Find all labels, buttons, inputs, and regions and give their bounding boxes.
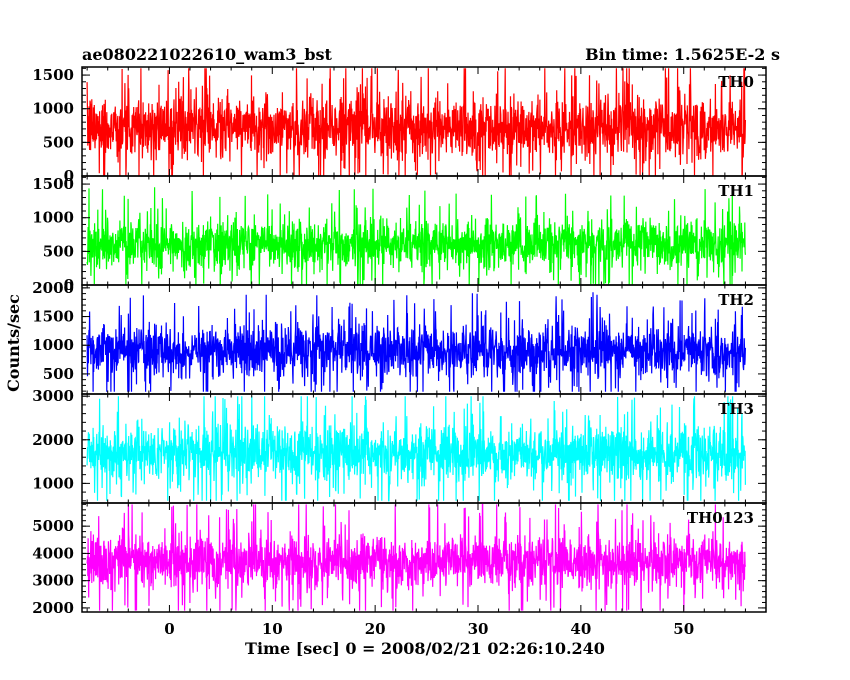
y-tick-label: 4000 — [32, 544, 74, 562]
y-tick-label: 500 — [43, 133, 74, 151]
x-tick-label: 20 — [365, 620, 386, 638]
panel-label-th0123: TH0123 — [687, 509, 754, 527]
panel-th0: 0 500 1000 1500 TH0 — [32, 66, 767, 185]
y-tick-label: 500 — [43, 365, 74, 383]
series-line-th0 — [86, 68, 746, 177]
series-line-th2 — [86, 292, 746, 392]
y-tick-label: 500 — [43, 242, 74, 260]
y-tick-label: 1500 — [32, 66, 74, 84]
y-tick-label: 1000 — [32, 100, 74, 118]
panel-label-th0: TH0 — [718, 73, 754, 91]
y-tick-label: 1500 — [32, 175, 74, 193]
panel-th3: 1000 2000 3000 TH3 — [32, 387, 767, 504]
series-line-th1 — [86, 187, 746, 286]
panel-th0123: 2000 3000 4000 5000 TH0123 0 10 20 30 40 50 — [32, 502, 767, 638]
series-line-th0123 — [86, 503, 746, 611]
y-tick-label: 1000 — [32, 209, 74, 227]
x-tick-label: 50 — [673, 620, 694, 638]
y-axis-label: Counts/sec — [4, 294, 23, 392]
panel-th2: 500 1000 1500 2000 TH2 — [32, 279, 767, 395]
x-tick-label: 10 — [262, 620, 283, 638]
panel-label-th2: TH2 — [718, 291, 754, 309]
y-tick-label: 0 — [64, 276, 74, 294]
x-tick-label: 0 — [164, 620, 174, 638]
series-line-th3 — [86, 396, 746, 502]
y-tick-label: 0 — [64, 167, 74, 185]
y-tick-label: 5000 — [32, 517, 74, 535]
x-tick-label: 40 — [570, 620, 591, 638]
y-tick-label: 3000 — [32, 572, 74, 590]
x-tick-label: 30 — [468, 620, 489, 638]
panel-label-th1: TH1 — [718, 182, 754, 200]
y-tick-label: 1000 — [32, 474, 74, 492]
panel-label-th3: TH3 — [718, 400, 754, 418]
panel-th1: 0 500 1000 1500 TH1 — [32, 175, 767, 294]
y-tick-label: 1000 — [32, 336, 74, 354]
y-tick-label: 2000 — [32, 431, 74, 449]
bin-time-label: Bin time: 1.5625E-2 s — [585, 45, 780, 64]
y-tick-label: 1500 — [32, 308, 74, 326]
x-axis-label: Time [sec] 0 = 2008/02/21 02:26:10.240 — [245, 639, 605, 658]
y-tick-label: 2000 — [32, 599, 74, 617]
y-tick-label: 2000 — [32, 279, 74, 297]
chart-title: ae080221022610_wam3_bst — [82, 45, 333, 64]
panel-frame — [81, 502, 767, 613]
y-tick-label: 3000 — [32, 387, 74, 405]
